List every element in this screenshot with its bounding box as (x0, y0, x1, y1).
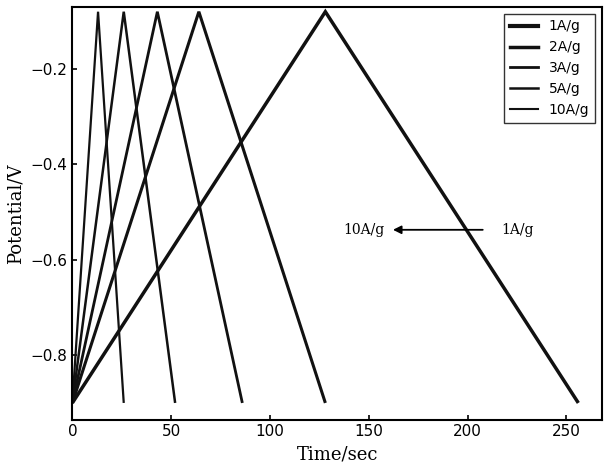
1A/g (69, 400, 76, 406)
5A/g (172, 400, 179, 406)
3A/g (153, 9, 161, 15)
Text: 10A/g: 10A/g (343, 223, 385, 237)
10A/g (94, 9, 102, 15)
3A/g (69, 400, 76, 406)
Line: 10A/g: 10A/g (72, 12, 124, 403)
2A/g (322, 400, 329, 406)
2A/g (195, 9, 203, 15)
Text: 1A/g: 1A/g (501, 223, 534, 237)
3A/g (239, 400, 246, 406)
10A/g (120, 400, 127, 406)
10A/g (69, 400, 76, 406)
5A/g (120, 9, 127, 15)
5A/g (69, 400, 76, 406)
2A/g (69, 400, 76, 406)
Line: 2A/g: 2A/g (72, 12, 325, 403)
Y-axis label: Potential/V: Potential/V (7, 163, 25, 264)
1A/g (575, 400, 582, 406)
X-axis label: Time/sec: Time/sec (297, 445, 378, 463)
Line: 5A/g: 5A/g (72, 12, 175, 403)
1A/g (322, 9, 329, 15)
Legend: 1A/g, 2A/g, 3A/g, 5A/g, 10A/g: 1A/g, 2A/g, 3A/g, 5A/g, 10A/g (504, 14, 595, 123)
Line: 1A/g: 1A/g (72, 12, 579, 403)
Line: 3A/g: 3A/g (72, 12, 242, 403)
